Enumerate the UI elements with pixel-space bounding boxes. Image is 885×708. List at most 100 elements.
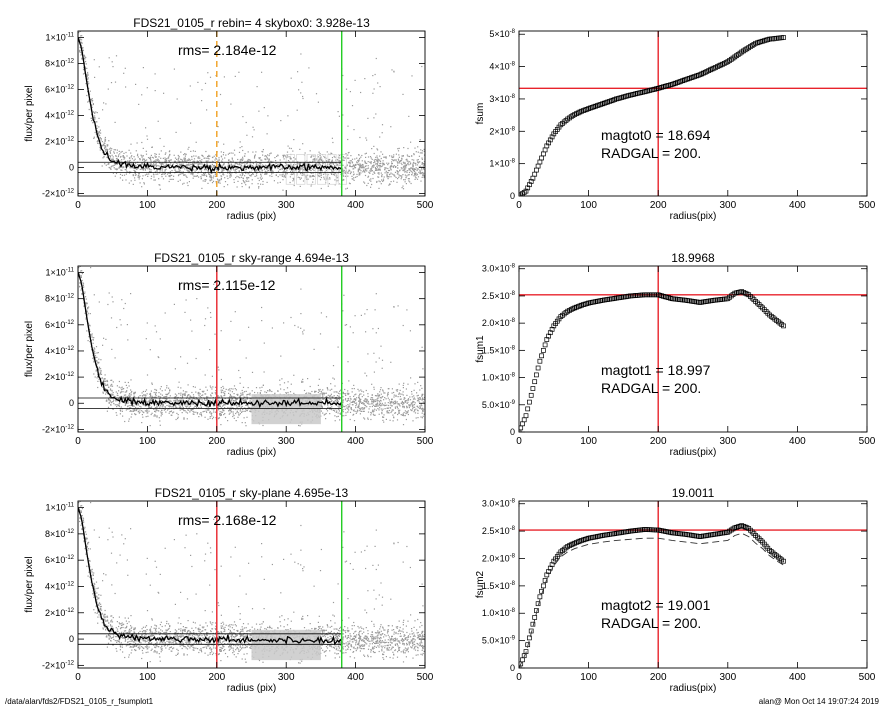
data-point [387,167,389,170]
data-point [169,401,171,403]
data-point [344,171,346,173]
data-point [80,54,82,56]
data-point [310,176,312,178]
data-point [313,167,316,169]
data-point [311,167,313,169]
data-point [293,179,295,181]
data-point [163,173,165,175]
data-point [302,163,304,165]
data-point [209,76,212,78]
data-point [348,151,350,154]
data-point [271,327,273,329]
data-point [177,170,179,173]
data-point [183,394,185,396]
data-point [94,76,96,78]
data-point [319,393,321,395]
data-point [103,102,105,104]
data-point [252,151,254,153]
data-point [329,177,331,179]
data-point [410,182,412,185]
data-point [85,305,87,307]
data-point [177,396,179,399]
x-tick-label: 300 [278,200,295,211]
data-point [260,159,262,161]
data-point [119,392,122,394]
data-point [126,390,128,392]
data-point [322,162,324,164]
data-point [390,126,392,128]
data-point [164,398,166,400]
data-point [352,174,355,176]
data-point [405,388,407,390]
data-point [206,389,208,391]
x-tick-label: 300 [719,200,736,211]
data-point [280,164,282,166]
data-point [121,174,123,176]
data-point [224,416,227,419]
data-point [317,170,319,172]
data-point [219,93,222,96]
data-point [204,169,206,171]
data-point [321,406,323,408]
data-point [358,159,360,161]
data-point [392,420,394,422]
data-point [126,161,128,163]
data-point [142,159,144,161]
data-point [286,164,288,166]
data-point [390,169,392,171]
data-point [336,391,338,393]
data-point [185,411,187,413]
data-point [249,394,251,396]
data-point [249,174,251,176]
data-point [211,179,213,181]
data-point [266,168,268,170]
data-point [329,413,331,415]
data-point [307,174,309,176]
data-point [195,411,197,413]
data-point [324,157,326,159]
data-point [246,160,248,163]
data-point [204,180,206,182]
data-point [302,173,304,175]
data-point [85,60,87,63]
data-point [149,349,151,351]
data-point [125,394,127,396]
data-point [239,165,241,167]
data-point [227,164,229,166]
data-point [299,162,301,164]
data-point [136,404,138,406]
data-point [176,401,178,404]
data-point [302,143,304,145]
data-point [190,167,192,169]
data-point [97,375,99,378]
data-point [227,177,229,180]
data-point [204,157,206,159]
data-point [394,400,397,402]
data-point [416,409,419,411]
data-point [264,173,266,175]
data-point [130,392,132,394]
data-point [326,176,328,178]
data-point [335,411,337,413]
data-point [83,54,85,56]
data-point [251,390,253,392]
data-point [219,414,221,417]
data-point [224,181,227,183]
data-point [87,340,89,342]
data-point [109,155,111,158]
data-point [157,173,159,175]
data-point [232,164,234,167]
data-point [221,160,223,162]
data-point [393,156,395,158]
data-point [190,162,192,164]
data-point [141,141,143,144]
data-point [247,397,249,400]
data-point [396,401,398,403]
data-point [373,410,375,412]
data-point [154,171,156,173]
data-point [169,150,171,152]
data-point [286,172,288,175]
data-point [150,407,152,409]
data-point [234,396,236,399]
data-point [132,402,134,404]
